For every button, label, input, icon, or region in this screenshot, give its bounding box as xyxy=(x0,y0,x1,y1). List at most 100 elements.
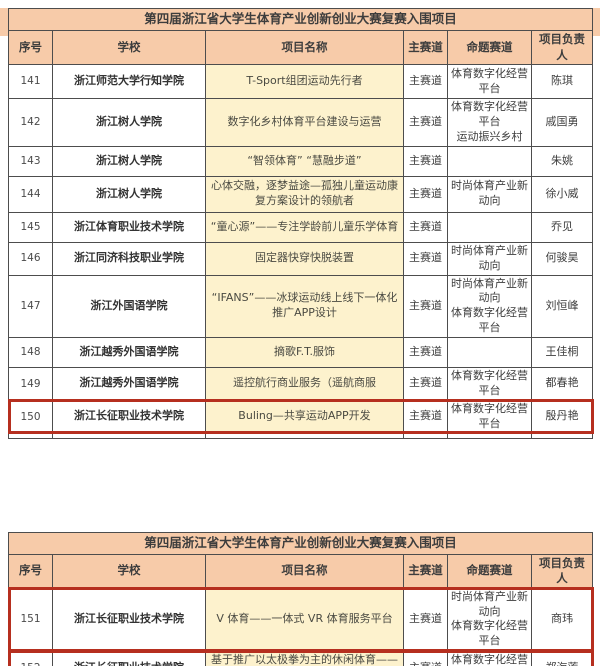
table-title-row: 第四届浙江省大学生体育产业创新创业大赛复赛入围项目 xyxy=(7,8,594,31)
table-title: 第四届浙江省大学生体育产业创新创业大赛复赛入围项目 xyxy=(7,8,594,31)
cell-no: 141 xyxy=(8,64,53,100)
cell-no: 144 xyxy=(8,175,53,213)
empty-cell xyxy=(530,432,594,439)
cell-school: 浙江树人学院 xyxy=(52,145,206,177)
shortlist-table-2: 第四届浙江省大学生体育产业创新创业大赛复赛入围项目 序号 学校 项目名称 主赛道… xyxy=(7,531,594,666)
table-title-row: 第四届浙江省大学生体育产业创新创业大赛复赛入围项目 xyxy=(7,531,594,555)
cell-school: 浙江师范大学行知学院 xyxy=(52,64,206,100)
cell-no: 152 xyxy=(8,650,53,666)
cell-project: V 体育——一体式 VR 体育服务平台 xyxy=(205,587,404,652)
cell-leader: 乔见 xyxy=(530,211,594,243)
header-project: 项目名称 xyxy=(205,553,404,589)
cell-no: 142 xyxy=(8,98,53,147)
cell-theme: 体育数字化经营平台 运动振兴乡村 xyxy=(447,98,532,147)
cell-leader: 朱姚 xyxy=(530,145,594,177)
cell-school: 浙江越秀外国语学院 xyxy=(52,366,206,401)
cell-leader: 都春艳 xyxy=(530,366,594,401)
cell-theme xyxy=(447,145,532,177)
empty-cell xyxy=(403,432,448,439)
header-school: 学校 xyxy=(52,553,206,589)
table-row: 149 浙江越秀外国语学院 遥控航行商业服务（遥航商服 主赛道 体育数字化经营平台 都春艳 xyxy=(8,366,594,401)
cell-track: 主赛道 xyxy=(403,145,448,177)
table-header-row: 序号 学校 项目名称 主赛道 命题赛道 项目负责人 xyxy=(8,553,594,589)
cell-track: 主赛道 xyxy=(403,336,448,368)
cell-theme: 体育数字化经营平台 xyxy=(447,366,532,401)
cell-project: 固定器快穿快脱装置 xyxy=(205,241,404,276)
cell-theme: 时尚体育产业新动向 xyxy=(447,175,532,213)
cell-track: 主赛道 xyxy=(403,98,448,147)
cell-project: 基于推广以太极拳为主的休闲体育——极风APP的设计与拟运用 xyxy=(205,650,404,666)
cell-track: 主赛道 xyxy=(403,587,448,652)
cell-no: 146 xyxy=(8,241,53,276)
table-row: 144 浙江树人学院 心体交融，逐梦益途—孤独儿童运动康复方案设计的领航者 主赛道 时尚… xyxy=(8,175,594,213)
table-row: 148 浙江越秀外国语学院 摘歌F.T.服饰 主赛道 王佳桐 xyxy=(8,336,594,368)
cell-project: 心体交融，逐梦益途—孤独儿童运动康复方案设计的领航者 xyxy=(205,175,404,213)
cell-leader: 何骏昊 xyxy=(530,241,594,276)
cell-theme: 时尚体育产业新动向 体育数字化经营平台 xyxy=(447,274,532,338)
cell-leader: 徐小威 xyxy=(530,175,594,213)
cell-theme: 体育数字化经营平台 xyxy=(447,399,532,434)
cell-track: 主赛道 xyxy=(403,64,448,100)
cell-track: 主赛道 xyxy=(403,211,448,243)
empty-cell xyxy=(205,432,404,439)
cell-leader: 郑海莲 xyxy=(530,650,594,666)
header-project: 项目名称 xyxy=(205,29,404,66)
cell-school: 浙江长征职业技术学院 xyxy=(52,587,206,652)
cell-no: 149 xyxy=(8,366,53,401)
table-row: 151 浙江长征职业技术学院 V 体育——一体式 VR 体育服务平台 主赛道 时尚体育产… xyxy=(7,587,594,652)
header-leader: 项目负责人 xyxy=(530,29,594,66)
table-row: 152浙江长征职业技术学院基于推广以太极拳为主的休闲体育——极风APP的设计与拟… xyxy=(7,649,594,666)
cell-theme xyxy=(447,336,532,368)
cell-school: 浙江同济科技职业学院 xyxy=(52,241,206,276)
header-theme: 命题赛道 xyxy=(447,29,532,66)
header-leader: 项目负责人 xyxy=(530,553,594,589)
cell-theme: 体育数字化经营平台 xyxy=(447,650,532,666)
cell-track: 主赛道 xyxy=(403,366,448,401)
cell-no: 147 xyxy=(8,274,53,338)
table-row: 142 浙江树人学院 数字化乡村体育平台建设与运营 主赛道 体育数字化经营平台 运动振兴… xyxy=(8,98,594,147)
cell-theme: 时尚体育产业新动向 xyxy=(447,241,532,276)
cell-track: 主赛道 xyxy=(403,241,448,276)
cell-track: 主赛道 xyxy=(403,399,448,434)
cell-theme: 时尚体育产业新动向 体育数字化经营平台 xyxy=(447,587,532,652)
cell-no: 143 xyxy=(8,145,53,177)
cell-theme: 体育数字化经营平台 xyxy=(447,64,532,100)
table-row: 147 浙江外国语学院 “IFANS”——冰球运动线上线下一体化推广APP设计 主赛道… xyxy=(8,274,594,338)
cell-no: 150 xyxy=(8,399,53,434)
cell-no: 148 xyxy=(8,336,53,368)
cell-track: 主赛道 xyxy=(403,175,448,213)
table-bottom-sliver-row xyxy=(8,432,594,439)
table-row: 146 浙江同济科技职业学院 固定器快穿快脱装置 主赛道 时尚体育产业新动向 何骏昊 xyxy=(8,241,594,276)
cell-project: “童心源”——专注学龄前儿童乐学体育 xyxy=(205,211,404,243)
header-track: 主赛道 xyxy=(403,29,448,66)
table-row: 145 浙江体育职业技术学院 “童心源”——专注学龄前儿童乐学体育 主赛道 乔见 xyxy=(8,211,594,243)
cell-project: 数字化乡村体育平台建设与运营 xyxy=(205,98,404,147)
header-school: 学校 xyxy=(52,29,206,66)
cell-leader: 商玮 xyxy=(530,587,594,652)
cell-school: 浙江长征职业技术学院 xyxy=(52,650,206,666)
cell-no: 151 xyxy=(8,587,53,652)
cell-leader: 陈琪 xyxy=(530,64,594,100)
empty-cell xyxy=(52,432,206,439)
header-no: 序号 xyxy=(8,553,53,589)
page: 第四届浙江省大学生体育产业创新创业大赛复赛入围项目 序号 学校 项目名称 主赛道… xyxy=(0,8,600,666)
cell-project: T-Sport组团运动先行者 xyxy=(205,64,404,100)
cell-track: 主赛道 xyxy=(403,650,448,666)
cell-school: 浙江外国语学院 xyxy=(52,274,206,338)
cell-leader: 刘恒峰 xyxy=(530,274,594,338)
cell-school: 浙江树人学院 xyxy=(52,175,206,213)
cell-project: 摘歌F.T.服饰 xyxy=(205,336,404,368)
cell-leader: 戚国勇 xyxy=(530,98,594,147)
cell-project: “智领体育” “慧融步道” xyxy=(205,145,404,177)
table-row: 150 浙江长征职业技术学院 Buling—共享运动APP开发 主赛道 体育数字化经营平… xyxy=(7,399,594,435)
header-track: 主赛道 xyxy=(403,553,448,589)
empty-cell xyxy=(8,432,53,439)
cell-project: 遥控航行商业服务（遥航商服 xyxy=(205,366,404,401)
cell-school: 浙江树人学院 xyxy=(52,98,206,147)
cell-no: 145 xyxy=(8,211,53,243)
table-row: 141 浙江师范大学行知学院 T-Sport组团运动先行者 主赛道 体育数字化经营平台陈… xyxy=(8,64,594,100)
table-header-row: 序号 学校 项目名称 主赛道 命题赛道 项目负责人 xyxy=(8,29,594,66)
cell-project: Buling—共享运动APP开发 xyxy=(205,399,404,434)
cell-school: 浙江长征职业技术学院 xyxy=(52,399,206,434)
shortlist-table-1: 第四届浙江省大学生体育产业创新创业大赛复赛入围项目 序号 学校 项目名称 主赛道… xyxy=(7,8,594,439)
